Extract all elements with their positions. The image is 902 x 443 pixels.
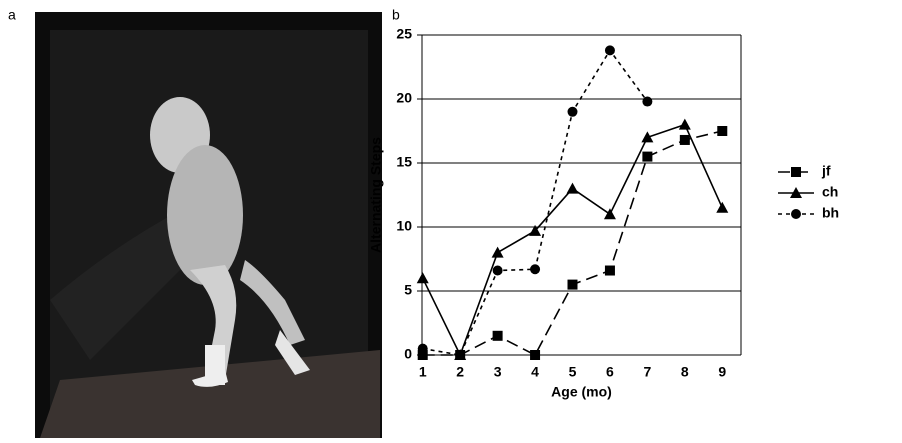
series-line xyxy=(422,123,724,358)
legend-label: bh xyxy=(822,205,839,221)
marker xyxy=(716,201,729,213)
x-tick-label: 2 xyxy=(456,364,464,380)
legend-marker xyxy=(791,209,801,219)
panel-label: a xyxy=(8,7,16,23)
legend-marker xyxy=(790,187,802,198)
marker xyxy=(678,118,691,130)
y-tick-label: 5 xyxy=(404,282,412,298)
marker xyxy=(491,246,504,258)
marker xyxy=(604,265,615,276)
x-tick-label: 1 xyxy=(419,364,427,380)
marker xyxy=(492,330,503,341)
legend-marker xyxy=(791,167,801,177)
marker xyxy=(566,182,579,194)
marker xyxy=(567,279,578,290)
x-tick-label: 4 xyxy=(531,364,539,380)
x-tick-label: 8 xyxy=(681,364,689,380)
marker xyxy=(717,126,728,136)
y-tick-label: 25 xyxy=(396,26,412,42)
marker xyxy=(603,208,616,220)
marker xyxy=(529,224,542,236)
x-tick-label: 3 xyxy=(494,364,502,380)
x-tick-label: 7 xyxy=(643,364,651,380)
marker xyxy=(455,350,466,360)
marker xyxy=(642,96,653,107)
x-tick-label: 6 xyxy=(606,364,614,380)
marker xyxy=(530,264,541,275)
marker xyxy=(417,350,428,360)
series-line xyxy=(422,48,649,356)
marker xyxy=(642,151,653,162)
x-tick-label: 9 xyxy=(718,364,726,380)
y-tick-label: 15 xyxy=(396,154,412,170)
marker xyxy=(492,265,503,276)
marker xyxy=(416,272,429,284)
marker xyxy=(641,131,654,143)
x-axis-label: Age (mo) xyxy=(551,384,612,400)
x-tick-label: 5 xyxy=(569,364,577,380)
series-line xyxy=(422,130,723,357)
legend-label: ch xyxy=(822,184,838,200)
y-tick-label: 0 xyxy=(404,346,412,362)
legend-label: jf xyxy=(821,163,831,179)
marker xyxy=(679,134,690,145)
marker xyxy=(567,106,578,117)
y-axis-label: Alternating Steps xyxy=(368,137,384,253)
marker xyxy=(417,343,428,354)
y-tick-label: 10 xyxy=(396,218,412,234)
y-tick-label: 20 xyxy=(396,90,412,106)
marker xyxy=(530,350,541,360)
photo xyxy=(35,12,382,438)
marker xyxy=(604,45,615,56)
panel-label: b xyxy=(392,7,400,23)
